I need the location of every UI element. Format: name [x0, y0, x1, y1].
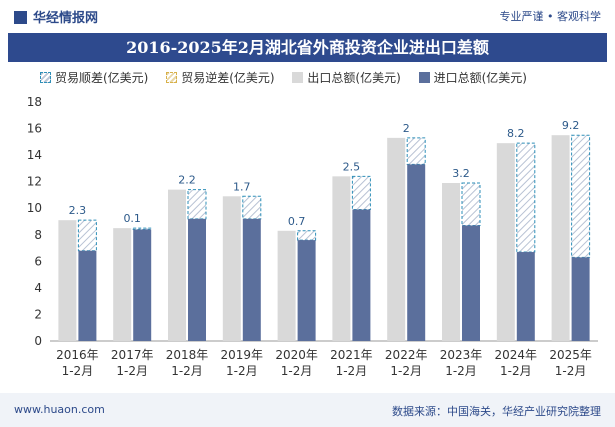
- chart-title: 2016-2025年2月湖北省外商投资企业进出口差额: [126, 38, 489, 57]
- x-tick-label: 2021年 1-2月: [330, 348, 373, 378]
- import-bar: [462, 225, 480, 341]
- legend-deficit-label: 贸易逆差(亿美元): [181, 71, 275, 85]
- y-tick-label: 6: [34, 254, 42, 268]
- export-bar: [222, 196, 241, 341]
- import-bar: [352, 209, 371, 341]
- surplus-segment: [187, 189, 207, 220]
- y-tick-label: 8: [34, 228, 42, 242]
- y-tick-label: 0: [34, 334, 42, 348]
- surplus-data-label: 9.2: [562, 119, 580, 132]
- surplus-data-label: 2: [403, 122, 410, 135]
- import-bar: [242, 218, 261, 341]
- surplus-segment: [132, 227, 152, 230]
- y-tick-label: 10: [27, 201, 42, 215]
- surplus-data-label: 0.7: [288, 215, 306, 228]
- export-bar: [332, 176, 351, 341]
- import-bar: [78, 250, 97, 341]
- x-tick-label: 2019年 1-2月: [221, 348, 264, 378]
- surplus-data-label: 8.2: [507, 127, 525, 140]
- brand-name: 华经情报网: [33, 11, 99, 26]
- legend-export-swatch: [292, 72, 304, 83]
- x-tick-label: 2022年 1-2月: [385, 348, 428, 378]
- x-tick-label: 2017年 1-2月: [111, 348, 154, 378]
- surplus-segment: [571, 134, 591, 258]
- legend-import-swatch: [418, 72, 430, 83]
- surplus-data-label: 1.7: [233, 180, 251, 193]
- import-bar: [571, 257, 590, 341]
- y-tick-label: 2: [34, 307, 42, 321]
- export-bar: [113, 228, 132, 341]
- title-bar: 2016-2025年2月湖北省外商投资企业进出口差额: [8, 33, 607, 62]
- y-tick-label: 4: [34, 281, 42, 295]
- surplus-segment: [406, 137, 426, 165]
- y-tick-label: 14: [27, 148, 42, 162]
- top-bar: 华经情报网 专业严谨 • 客观科学: [0, 0, 615, 32]
- legend-export-label: 出口总额(亿美元): [307, 71, 401, 85]
- import-bar: [516, 252, 535, 341]
- legend-surplus-label: 贸易顺差(亿美元): [55, 71, 149, 85]
- legend-surplus: 贸易顺差(亿美元): [40, 69, 148, 86]
- surplus-data-label: 2.5: [343, 160, 361, 173]
- x-tick-label: 2025年 1-2月: [549, 348, 592, 378]
- surplus-segment: [242, 195, 262, 220]
- import-bar: [188, 218, 206, 341]
- surplus-data-label: 2.2: [178, 174, 196, 187]
- x-tick-label: 2018年 1-2月: [166, 348, 209, 378]
- legend-deficit: 贸易逆差(亿美元): [166, 69, 275, 86]
- y-tick-label: 18: [27, 95, 42, 109]
- x-tick-label: 2024年 1-2月: [495, 348, 538, 378]
- y-tick-label: 16: [27, 122, 42, 136]
- surplus-data-label: 3.2: [452, 167, 470, 180]
- legend-surplus-swatch: [40, 72, 51, 83]
- chart-legend: 贸易顺差(亿美元) 贸易逆差(亿美元) 出口总额(亿美元) 进口总额(亿美元): [40, 69, 541, 86]
- brand: 华经情报网: [14, 7, 98, 26]
- export-bar: [442, 182, 460, 341]
- surplus-segment: [516, 142, 536, 253]
- export-bar: [58, 220, 77, 341]
- surplus-data-label: 0.1: [123, 212, 141, 225]
- x-tick-label: 2020年 1-2月: [275, 348, 318, 378]
- import-bar: [133, 229, 152, 341]
- export-bar: [496, 143, 515, 341]
- import-bar: [297, 240, 316, 341]
- brand-logo-icon: [14, 11, 27, 24]
- export-bar: [168, 189, 186, 341]
- x-tick-label: 2016年 1-2月: [56, 348, 99, 378]
- x-tick-label: 2023年 1-2月: [440, 348, 483, 378]
- legend-import: 进口总额(亿美元): [418, 69, 527, 86]
- surplus-segment: [351, 175, 371, 211]
- legend-import-label: 进口总额(亿美元): [433, 71, 527, 85]
- motto: 专业严谨 • 客观科学: [499, 10, 601, 23]
- import-bar: [407, 164, 426, 341]
- y-tick-label: 12: [27, 175, 42, 189]
- footer-bar: www.huaon.com 数据来源：中国海关，华经产业研究院整理: [0, 393, 615, 427]
- surplus-segment: [77, 219, 97, 252]
- surplus-data-label: 2.3: [69, 204, 87, 217]
- export-bar: [551, 135, 570, 341]
- export-bar: [387, 137, 406, 341]
- surplus-segment: [461, 182, 481, 226]
- surplus-segment: [297, 230, 317, 241]
- legend-export: 出口总额(亿美元): [292, 69, 401, 86]
- legend-deficit-swatch: [166, 72, 178, 83]
- footer-source: 数据来源：中国海关，华经产业研究院整理: [392, 405, 601, 418]
- footer-website[interactable]: www.huaon.com: [14, 403, 105, 416]
- export-bar: [277, 230, 296, 341]
